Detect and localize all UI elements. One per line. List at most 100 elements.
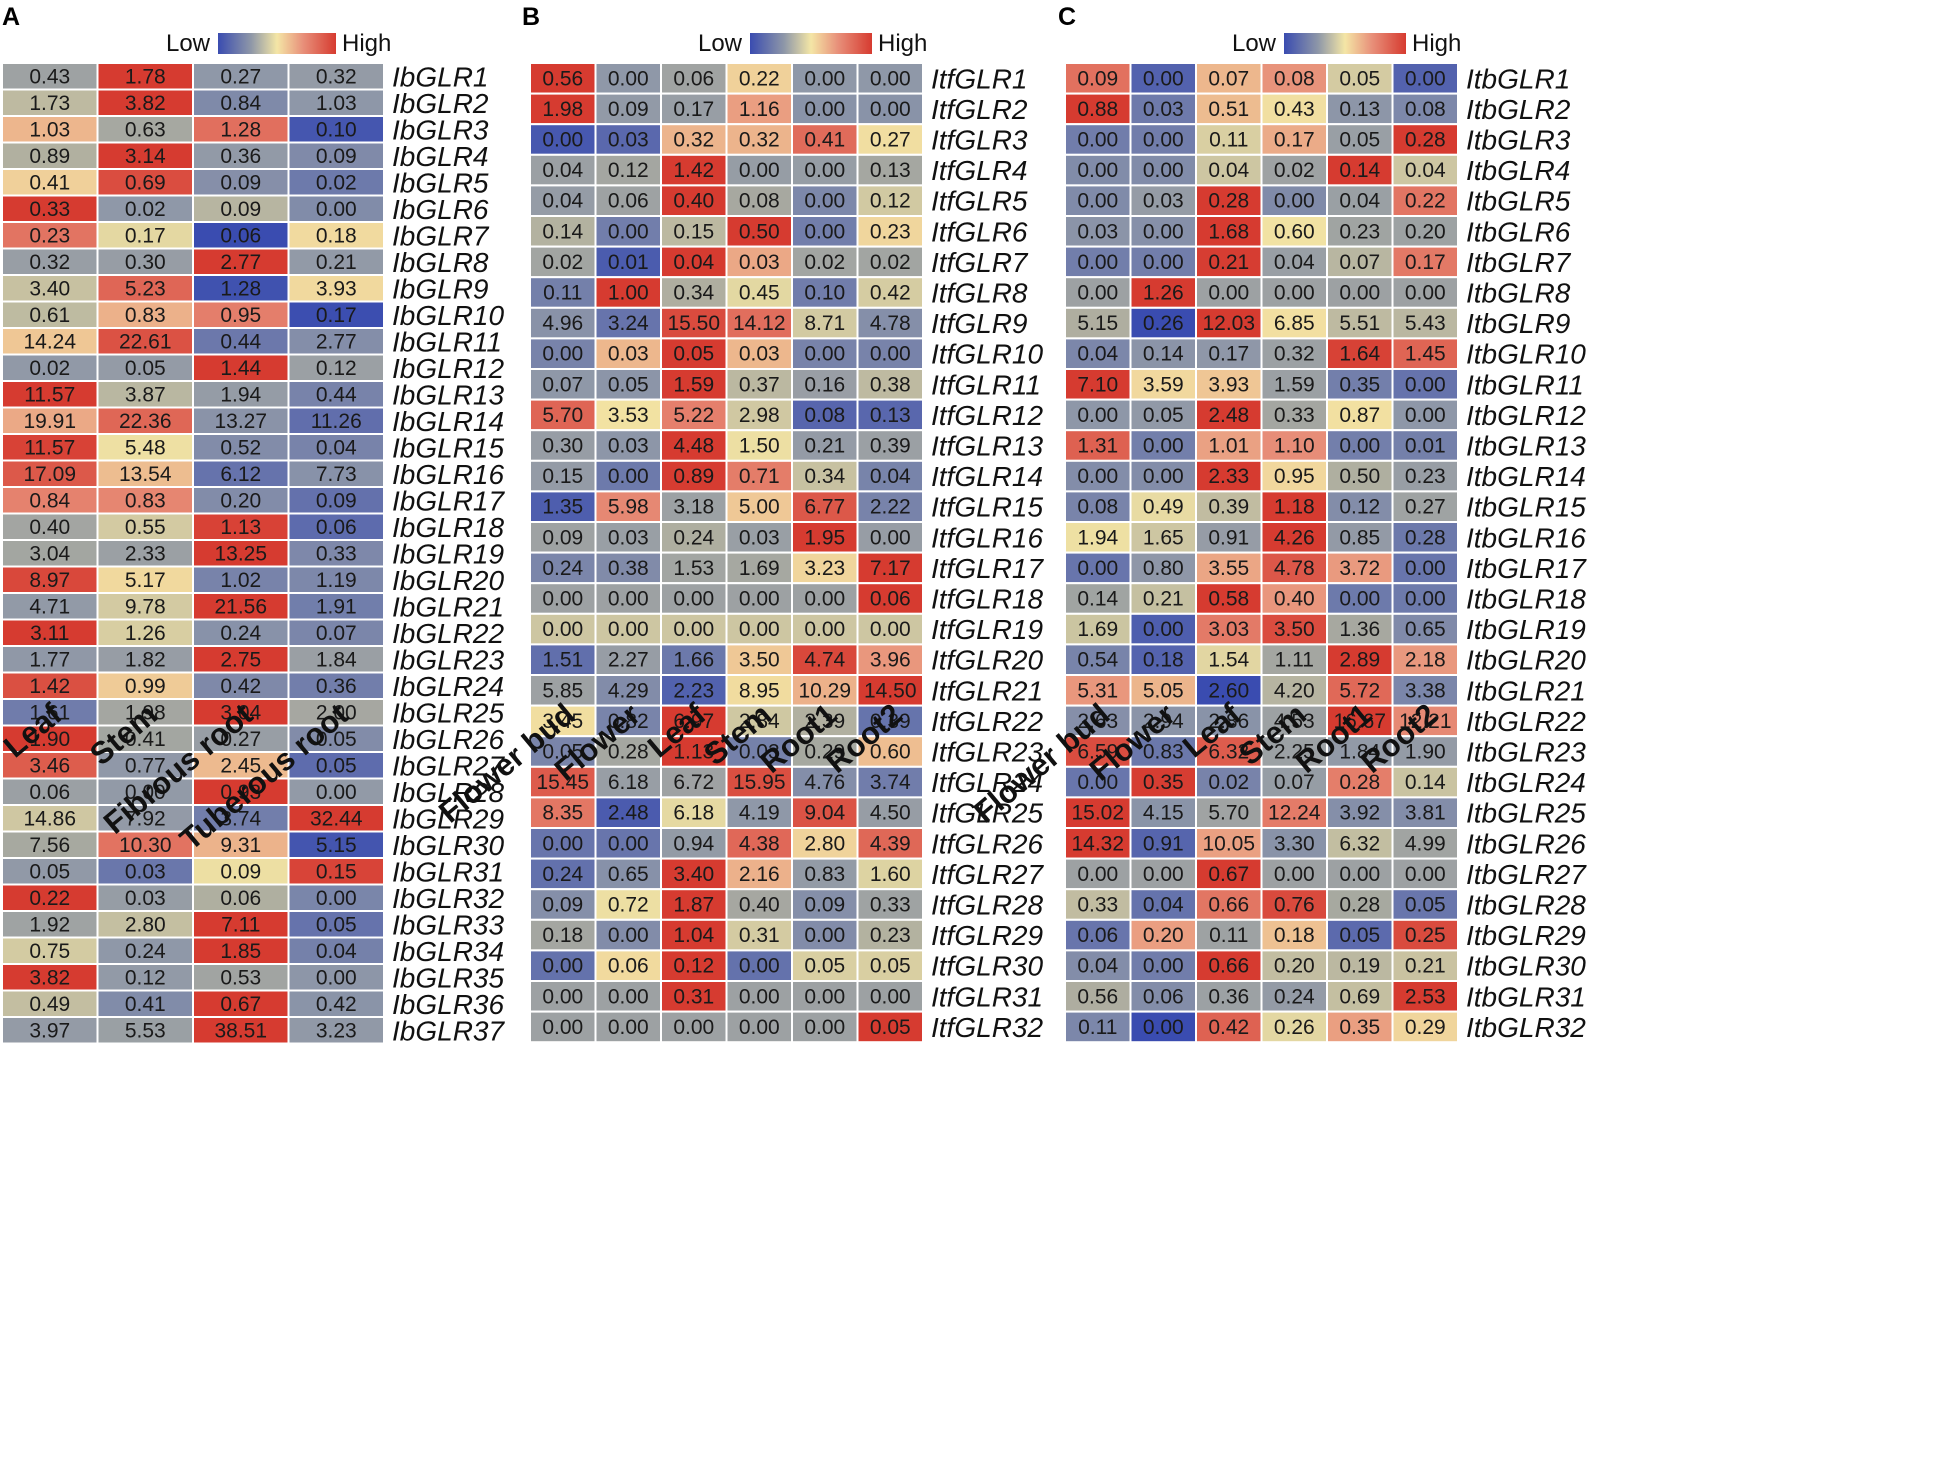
heatmap-row: 1.31 0.00 1.01 1.10 0.00 0.01 ItbGLR13 (1064, 429, 1586, 462)
cell-value: 1.42 (673, 159, 714, 182)
cell-value: 5.31 (1077, 679, 1118, 702)
cell-value: 0.17 (673, 98, 714, 121)
cell-value: 0.61 (29, 304, 70, 327)
cell-value: 13.25 (214, 542, 267, 565)
cell-value: 0.95 (1274, 465, 1315, 488)
heatmap-cell (791, 827, 859, 860)
cell-value: 0.06 (870, 588, 911, 611)
cell-value: 0.00 (1143, 435, 1184, 458)
cell-value: 3.72 (1339, 557, 1380, 580)
gene-label: ItfGLR29 (931, 920, 1043, 951)
cell-value: 0.00 (1143, 159, 1184, 182)
cell-value: 0.39 (1208, 496, 1249, 519)
cell-value: 0.17 (1208, 343, 1249, 366)
heatmap-cell (287, 327, 385, 356)
gene-label: ItbGLR11 (1466, 369, 1584, 400)
cell-value: 3.40 (673, 863, 714, 886)
cell-value: 2.60 (1208, 679, 1249, 702)
cell-value: 0.04 (1208, 159, 1249, 182)
cell-value: 0.00 (1339, 588, 1380, 611)
cell-value: 1.91 (316, 595, 357, 618)
cell-value: 0.00 (739, 159, 780, 182)
cell-value: 0.40 (1274, 588, 1315, 611)
cell-value: 0.04 (1274, 251, 1315, 274)
heatmap-cell (287, 1016, 385, 1045)
cell-value: 0.00 (804, 67, 845, 90)
heatmap-cell (594, 521, 662, 554)
cell-value: 0.08 (1405, 98, 1446, 121)
cell-value: 2.80 (804, 832, 845, 855)
cell-value: 1.94 (220, 383, 261, 406)
cell-value: 0.00 (804, 159, 845, 182)
cell-value: 1.73 (29, 92, 70, 115)
cell-value: 1.65 (1143, 526, 1184, 549)
cell-value: 5.15 (316, 834, 357, 857)
gene-label: IbGLR5 (392, 167, 489, 198)
heatmap-cell (192, 62, 290, 91)
cell-value: 8.97 (29, 569, 70, 592)
cell-value: 5.43 (1405, 312, 1446, 335)
cell-value: 0.52 (220, 436, 261, 459)
cell-value: 10.05 (1202, 832, 1255, 855)
gene-label: IbGLR6 (392, 194, 489, 225)
cell-value: 0.00 (1274, 282, 1315, 305)
heatmap-row: 0.03 0.00 1.68 0.60 0.23 0.20 ItbGLR6 (1064, 215, 1571, 248)
heatmap-row: 14.32 0.91 10.05 3.30 6.32 4.99 ItbGLR26 (1064, 827, 1586, 860)
heatmap-row: 0.23 0.17 0.06 0.18 IbGLR7 (1, 220, 490, 251)
gene-label: ItfGLR4 (931, 155, 1027, 186)
cell-value: 0.22 (739, 67, 780, 90)
cell-value: 0.10 (804, 282, 845, 305)
cell-value: 0.34 (673, 282, 714, 305)
cell-value: 0.27 (220, 65, 261, 88)
heatmap-row: 0.15 0.00 0.89 0.71 0.34 0.04 ItfGLR14 (529, 459, 1043, 493)
cell-value: 0.23 (1405, 465, 1446, 488)
cell-value: 2.77 (220, 251, 261, 274)
heatmap-cell (856, 1010, 924, 1044)
cell-value: 0.08 (804, 404, 845, 427)
cell-value: 0.00 (870, 343, 911, 366)
cell-value: 19.91 (23, 410, 76, 433)
cell-value: 5.85 (542, 679, 583, 702)
cell-value: 0.00 (673, 1016, 714, 1039)
cell-value: 0.00 (542, 832, 583, 855)
cell-value: 0.95 (220, 304, 261, 327)
gene-label: ItfGLR18 (931, 584, 1043, 615)
heatmap-cell (594, 796, 662, 830)
heatmap-row: 0.00 0.00 0.00 0.00 0.00 0.06 ItfGLR18 (529, 582, 1043, 615)
heatmap-cell (192, 433, 290, 462)
cell-value: 1.78 (125, 65, 166, 88)
heatmap-cell (529, 582, 597, 615)
cell-value: 15.50 (667, 312, 720, 335)
cell-value: 5.17 (125, 569, 166, 592)
cell-value: 0.33 (29, 198, 70, 221)
heatmap-cell (1391, 306, 1459, 340)
cell-value: 32.44 (310, 807, 363, 830)
cell-value: 9.78 (125, 595, 166, 618)
heatmap-cell (856, 674, 924, 707)
heatmap-row: 0.56 0.06 0.36 0.24 0.69 2.53 ItbGLR31 (1064, 980, 1586, 1013)
heatmap-row: 0.00 1.26 0.00 0.00 0.00 0.00 ItbGLR8 (1064, 276, 1571, 309)
cell-value: 0.00 (542, 985, 583, 1008)
cell-value: 0.00 (870, 526, 911, 549)
cell-value: 0.93 (220, 781, 261, 804)
cell-value: 3.82 (125, 92, 166, 115)
cell-value: 0.49 (29, 993, 70, 1016)
gene-label: ItbGLR19 (1466, 614, 1586, 645)
cell-value: 1.68 (1208, 220, 1249, 243)
cell-value: 1.45 (1405, 343, 1446, 366)
heatmap-cell (594, 62, 662, 95)
cell-value: 0.00 (1143, 863, 1184, 886)
heatmap-cell (1, 353, 99, 382)
heatmap-cell (96, 724, 194, 753)
heatmap-row: 0.11 1.00 0.34 0.45 0.10 0.42 ItfGLR8 (529, 276, 1028, 309)
heatmap-cell (856, 888, 924, 921)
cell-value: 0.18 (1143, 649, 1184, 672)
cell-value: 0.02 (804, 251, 845, 274)
color-legend: Low High (698, 30, 927, 57)
heatmap-cell (725, 980, 793, 1013)
heatmap-row: 3.46 0.77 2.45 0.05 IbGLR27 (1, 750, 505, 781)
heatmap-cell (1, 804, 99, 833)
cell-value: 0.00 (870, 67, 911, 90)
heatmap-cell (594, 276, 662, 309)
cell-value: 3.11 (30, 622, 69, 645)
